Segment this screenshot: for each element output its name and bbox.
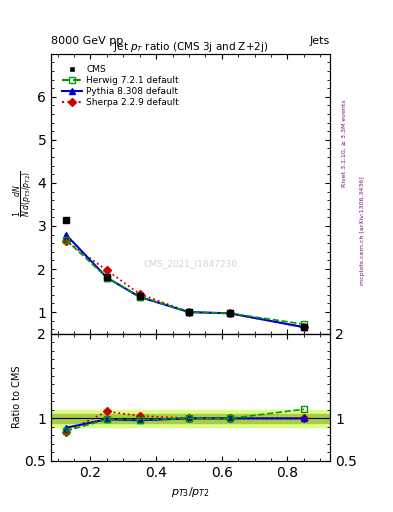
Bar <box>51 410 330 427</box>
Text: Rivet 3.1.10, ≥ 3.3M events: Rivet 3.1.10, ≥ 3.3M events <box>342 99 347 187</box>
Y-axis label: Ratio to CMS: Ratio to CMS <box>11 366 22 429</box>
Text: mcplots.cern.ch [arXiv:1306.3436]: mcplots.cern.ch [arXiv:1306.3436] <box>360 176 365 285</box>
Title: Jet $p_T$ ratio (CMS 3j and Z+2j): Jet $p_T$ ratio (CMS 3j and Z+2j) <box>113 39 268 54</box>
X-axis label: $p_{T3}/p_{T2}$: $p_{T3}/p_{T2}$ <box>171 485 210 499</box>
Text: Jets: Jets <box>310 36 330 46</box>
Text: 8000 GeV pp: 8000 GeV pp <box>51 36 123 46</box>
Bar <box>51 414 330 422</box>
Y-axis label: $\frac{1}{N}\frac{dN}{d(p_{T3}/p_{T2})}$: $\frac{1}{N}\frac{dN}{d(p_{T3}/p_{T2})}$ <box>12 170 36 217</box>
Text: CMS_2021_I1847230: CMS_2021_I1847230 <box>143 259 238 268</box>
Legend: CMS, Herwig 7.2.1 default, Pythia 8.308 default, Sherpa 2.2.9 default: CMS, Herwig 7.2.1 default, Pythia 8.308 … <box>59 61 183 111</box>
